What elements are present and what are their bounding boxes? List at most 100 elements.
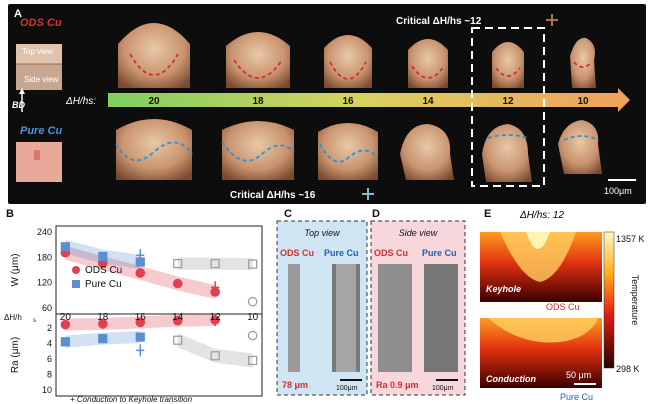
w-gray-band bbox=[177, 257, 253, 271]
x-tick-label: 18 bbox=[97, 312, 109, 323]
temp-max: 1357 K bbox=[616, 234, 645, 244]
pure-micrograph-10 bbox=[558, 120, 602, 174]
critical-highlight-box bbox=[471, 27, 545, 187]
ra-pure-point bbox=[135, 332, 145, 342]
temp-label: Temperature bbox=[630, 275, 640, 326]
dh-value: 10 bbox=[577, 96, 589, 107]
top-view-label: Top view bbox=[22, 47, 53, 56]
x-tick-label: 14 bbox=[172, 312, 184, 323]
x-tick-label: 10 bbox=[247, 312, 259, 323]
panel-letter-c: C bbox=[284, 208, 292, 220]
ods-micrograph-10 bbox=[570, 37, 596, 88]
ra-pure-point bbox=[98, 334, 108, 344]
dh-value: 18 bbox=[252, 96, 264, 107]
bd-label: BD bbox=[12, 100, 25, 110]
ods-micrograph-18 bbox=[226, 32, 290, 88]
ods-meltpool-outline bbox=[573, 61, 593, 68]
pure-micrograph-14 bbox=[400, 124, 454, 180]
panel-d-scale-text: 100μm bbox=[432, 385, 454, 392]
legend-ods-marker bbox=[72, 266, 80, 274]
ods-micrograph-16 bbox=[324, 35, 372, 88]
panel-a-canvas: ODS Cu Top view Side view BD ΔH/hs: 20 1… bbox=[12, 14, 636, 201]
ods-micrograph-20 bbox=[118, 23, 190, 88]
ods-label-a: ODS Cu bbox=[20, 17, 62, 29]
dh-gradient-arrow bbox=[108, 93, 618, 107]
w-pure-point bbox=[60, 242, 70, 252]
dh-value: 16 bbox=[342, 96, 354, 107]
panel-letter-e: E bbox=[484, 208, 492, 220]
keyhole-meltpool bbox=[500, 232, 576, 282]
w-axis-label: W (μm) bbox=[10, 254, 21, 287]
pure-meltpool-outline bbox=[221, 141, 295, 162]
dh-axis-sub: s bbox=[33, 318, 36, 324]
ods-meltpool-outline bbox=[129, 53, 179, 76]
ra-pure-point bbox=[210, 351, 220, 361]
conduction-label: Conduction bbox=[486, 374, 536, 384]
ods-meltpool-outline bbox=[329, 61, 367, 80]
dh-value: 12 bbox=[502, 96, 514, 107]
panel-d-ods-surface bbox=[378, 264, 412, 372]
ra-tick-label: 8 bbox=[47, 369, 52, 379]
panel-e-ods: ODS Cu bbox=[546, 302, 580, 312]
ra-ods-point bbox=[98, 319, 108, 329]
panel-c-ods: ODS Cu bbox=[280, 248, 314, 258]
conduction-meltpool bbox=[488, 318, 598, 343]
ods-micrographs bbox=[118, 23, 596, 88]
pure-micrograph-20 bbox=[116, 119, 192, 180]
w-pure-point bbox=[173, 259, 183, 269]
pure-meltpool-outline bbox=[115, 141, 193, 162]
panel-b-plot: 60 120 180 240 20 18 16 14 12 10 2 4 6 8 10 W (μm) Ra (μ… bbox=[4, 225, 263, 404]
w-ods-point bbox=[172, 278, 183, 289]
dh-value: 20 bbox=[148, 96, 160, 107]
ra-pure-point bbox=[60, 337, 70, 347]
ods-meltpool-outline bbox=[411, 65, 445, 79]
legend-ods-label: ODS Cu bbox=[85, 265, 122, 276]
panel-c-ods-track bbox=[288, 264, 300, 372]
keyhole-cavity bbox=[526, 232, 550, 249]
bd-arrow-head bbox=[19, 88, 25, 94]
panel-letter-a: A bbox=[14, 8, 22, 20]
ods-transition-cross bbox=[546, 14, 558, 26]
ods-meltpool-outline bbox=[495, 67, 521, 77]
panel-d-view: Side view bbox=[399, 228, 438, 238]
w-ods-point bbox=[247, 296, 258, 307]
ra-tick-label: 4 bbox=[47, 338, 52, 348]
pure-sample-block bbox=[16, 142, 62, 182]
ra-pure-point bbox=[173, 335, 183, 345]
w-pure-point bbox=[98, 251, 108, 262]
ra-tick-label: 10 bbox=[42, 385, 52, 395]
chart-b-bottom-frame bbox=[55, 313, 263, 397]
panel-letter-d: D bbox=[372, 208, 380, 220]
pure-meltpool-outline bbox=[319, 143, 377, 163]
temp-min: 298 K bbox=[616, 364, 640, 374]
ods-meltpool-outline bbox=[233, 59, 283, 79]
panel-a: ODS Cu Top view Side view BD ΔH/hs: 20 1… bbox=[8, 4, 646, 204]
ra-pure-point bbox=[248, 355, 258, 366]
ods-sample-block bbox=[16, 44, 62, 90]
critical-ods-label: Critical ΔH/hs ~12 bbox=[396, 16, 482, 27]
ra-tick-label: 2 bbox=[47, 323, 52, 333]
panel-d: Side view ODS Cu Pure Cu Ra 0.9 μm 100μm bbox=[370, 220, 466, 396]
panel-c-view: Top view bbox=[304, 228, 340, 238]
pure-meltpool-outline bbox=[563, 135, 599, 141]
panel-c-pure-track-core bbox=[336, 264, 356, 372]
ra-axis-label: Ra (μm) bbox=[10, 337, 21, 373]
temperature-colorbar bbox=[603, 231, 615, 369]
w-pure-point bbox=[248, 259, 258, 269]
panel-letter-b: B bbox=[6, 208, 14, 220]
panel-e: Keyhole ODS Cu Conduction 50 μm Pure Cu … bbox=[480, 231, 645, 402]
w-tick-label: 60 bbox=[42, 303, 52, 313]
dh-value: 14 bbox=[422, 96, 434, 107]
scale-text-a: 100μm bbox=[604, 186, 632, 196]
pure-transition-cross bbox=[362, 188, 374, 200]
ra-ods-point bbox=[247, 330, 258, 341]
w-pure-point bbox=[210, 259, 220, 269]
ra-ods-point bbox=[60, 319, 71, 330]
panel-c-pure: Pure Cu bbox=[324, 248, 359, 258]
panel-c-value: 78 μm bbox=[282, 380, 308, 390]
panel-c: Top view ODS Cu Pure Cu 78 μm 100μm bbox=[276, 220, 368, 396]
dh-values: 20 18 16 14 12 10 bbox=[148, 96, 589, 107]
panel-e-pure: Pure Cu bbox=[560, 392, 593, 402]
side-view-label: Side view bbox=[24, 75, 58, 84]
x-tick-label: 16 bbox=[135, 312, 147, 323]
